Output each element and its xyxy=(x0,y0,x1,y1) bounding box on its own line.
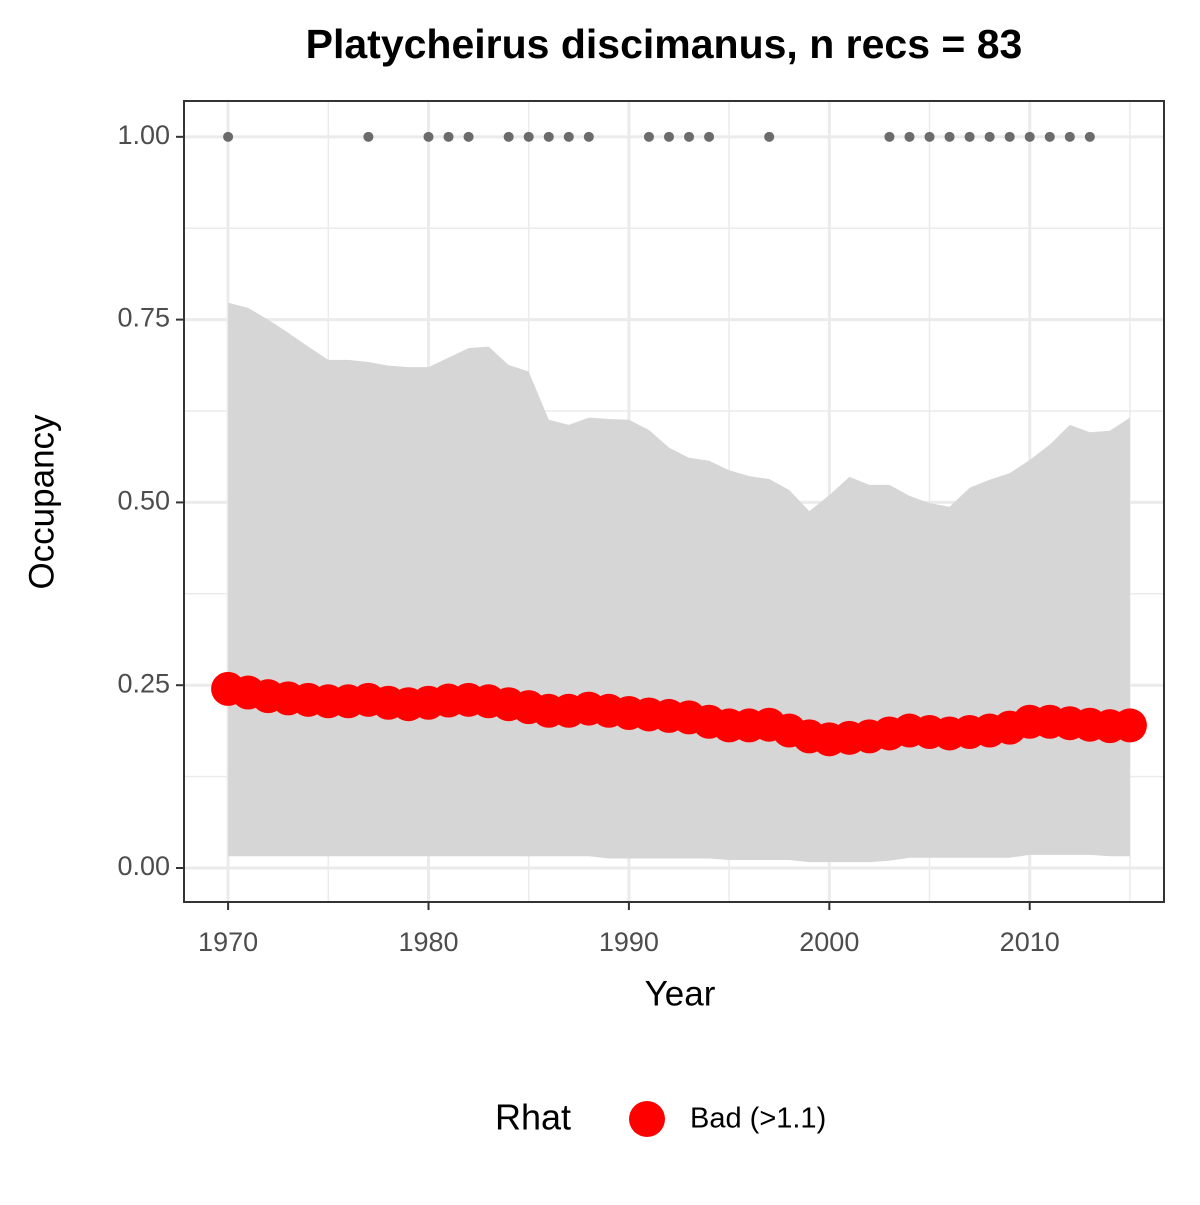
record-point xyxy=(463,131,474,142)
record-point xyxy=(764,131,775,142)
record-point xyxy=(684,131,695,142)
record-point xyxy=(1024,131,1035,142)
y-tick-label: 0.25 xyxy=(117,668,170,698)
record-point xyxy=(1084,131,1095,142)
legend-marker xyxy=(629,1101,665,1137)
record-point xyxy=(363,131,374,142)
x-tick-label: 1990 xyxy=(599,927,659,957)
record-point xyxy=(884,131,895,142)
record-point xyxy=(663,131,674,142)
record-point xyxy=(1044,131,1055,142)
record-point xyxy=(904,131,915,142)
x-tick-label: 2010 xyxy=(1000,927,1060,957)
x-tick-label: 1970 xyxy=(198,927,258,957)
y-tick-label: 0.00 xyxy=(117,851,170,881)
record-point xyxy=(583,131,594,142)
x-tick-label: 1980 xyxy=(398,927,458,957)
record-point xyxy=(964,131,975,142)
record-point xyxy=(563,131,574,142)
record-point xyxy=(443,131,454,142)
record-point xyxy=(984,131,995,142)
y-axis-title: Occupancy xyxy=(22,414,61,590)
y-tick-label: 0.75 xyxy=(117,303,170,333)
data-point xyxy=(1112,708,1147,743)
record-point xyxy=(643,131,654,142)
record-point xyxy=(423,131,434,142)
record-point xyxy=(543,131,554,142)
record-point xyxy=(1004,131,1015,142)
record-point xyxy=(944,131,955,142)
x-tick-label: 2000 xyxy=(799,927,859,957)
legend-title: Rhat xyxy=(495,1097,571,1138)
confidence-ribbon xyxy=(228,302,1130,863)
y-tick-label: 0.50 xyxy=(117,486,170,516)
chart-title: Platycheirus discimanus, n recs = 83 xyxy=(306,21,1023,67)
record-point xyxy=(1064,131,1075,142)
x-axis-title: Year xyxy=(645,974,716,1013)
y-tick-label: 1.00 xyxy=(117,120,170,150)
record-point xyxy=(223,131,234,142)
record-point xyxy=(704,131,715,142)
record-point xyxy=(523,131,534,142)
legend-label: Bad (>1.1) xyxy=(690,1103,826,1135)
record-point xyxy=(503,131,514,142)
record-point xyxy=(924,131,935,142)
